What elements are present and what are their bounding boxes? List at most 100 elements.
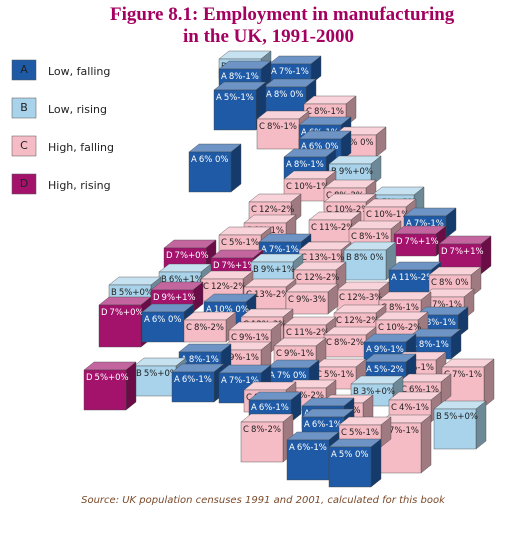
block-value: 8%-1% — [419, 340, 449, 350]
block-class: C — [401, 385, 407, 395]
block-class: D — [396, 237, 403, 247]
block-value: 7% 0% — [277, 371, 307, 381]
block-value: 5%-1% — [404, 363, 434, 373]
block-value: 6% 0% — [152, 315, 182, 325]
block-class: A — [271, 67, 277, 77]
block-front — [256, 118, 300, 150]
block-front — [171, 371, 215, 403]
block-value: 6%-1% — [182, 375, 212, 385]
legend-key: A — [20, 63, 28, 76]
block-class: A — [174, 375, 180, 385]
block-class: C — [243, 425, 249, 435]
block: B 5%+0% — [433, 400, 487, 450]
block-value: 10%-1% — [374, 210, 409, 220]
block-value: 8%-2% — [251, 425, 281, 435]
block-class: B — [346, 253, 352, 263]
block-value: 9%-1% — [374, 345, 404, 355]
block-class: A — [269, 371, 275, 381]
block-class: C — [311, 223, 317, 233]
block-value: 8%-1% — [426, 318, 456, 328]
block-value: 6%-1% — [297, 443, 327, 453]
block-value: 6%+1% — [169, 275, 203, 285]
title-line-1: Figure 8.1: Employment in manufacturing — [110, 4, 455, 25]
legend-swatch — [11, 135, 37, 157]
block-class: C — [366, 210, 372, 220]
block-class: B — [353, 387, 359, 397]
block-class: C — [378, 323, 384, 333]
block-side — [483, 358, 495, 408]
block-class: A — [261, 245, 267, 255]
block-label: C 9%-3% — [288, 295, 326, 305]
block-class: C — [391, 403, 397, 413]
block-front — [240, 421, 284, 463]
block-value: 7%+1% — [450, 247, 484, 257]
block-class: A — [406, 219, 412, 229]
block-label: A 6% 0% — [191, 155, 229, 165]
legend-item: D High, rising — [11, 173, 111, 195]
block-value: 11%-2% — [319, 223, 354, 233]
block-value: 6%-1% — [312, 420, 342, 430]
block-value: 13%-1% — [309, 253, 344, 263]
block-value: 5%+0% — [444, 412, 478, 422]
block-class: A — [206, 305, 212, 315]
block-value: 8%-1% — [314, 107, 344, 117]
block-label: D 7%+1% — [396, 237, 439, 247]
block-label: A 5%-2% — [366, 365, 404, 375]
block-label: C5%-1% — [316, 370, 354, 380]
block-label: D 7%+1% — [213, 261, 256, 271]
block-label: A8%-1% — [181, 355, 219, 365]
block-front — [188, 151, 232, 193]
block: A 6% 0% — [188, 143, 242, 193]
block-value: 8%-1% — [189, 355, 219, 365]
block-label: D 7%+0% — [101, 308, 144, 318]
block-value: 5%-1% — [224, 93, 254, 103]
block: A 5% 0% — [328, 438, 382, 488]
block-class: D — [166, 251, 173, 261]
block-value: 6% 0% — [199, 155, 229, 165]
legend-swatch — [11, 173, 37, 195]
block-class: A — [191, 155, 197, 165]
block-value: 9%+1% — [261, 265, 295, 275]
block-class: B — [111, 288, 117, 298]
block-label: D 7%+0% — [166, 251, 209, 261]
block-class: C — [431, 278, 437, 288]
block: C 9%-3% — [285, 283, 339, 315]
block-front — [133, 365, 177, 397]
block-value: 12%-2% — [211, 282, 246, 292]
block-front — [141, 311, 185, 343]
block-side — [420, 414, 432, 474]
block: C7%-1% — [378, 414, 432, 474]
block-value: 8%-1% — [229, 72, 259, 82]
block-value: 5% 0% — [339, 450, 369, 460]
legend-key: C — [20, 139, 28, 152]
block-value: 7%+0% — [110, 308, 144, 318]
block: B 8% 0% — [343, 241, 397, 281]
block-value: 4%-1% — [399, 403, 429, 413]
block-value: 8%-1% — [389, 303, 419, 313]
block-front — [328, 446, 372, 488]
block-value: 6%-2% — [294, 391, 324, 401]
block-class: C — [296, 273, 302, 283]
block-value: 7%-1% — [452, 370, 482, 380]
block-label: C 4%-1% — [391, 403, 429, 413]
block-value: 10%-2% — [334, 205, 369, 215]
block-label: C 13%-1% — [301, 253, 344, 263]
block-class: C — [288, 295, 294, 305]
block-value: 7%-1% — [279, 67, 309, 77]
source-note: Source: UK population censuses 1991 and … — [81, 495, 446, 506]
block-class: A — [304, 420, 310, 430]
block-label: C 10%-2% — [378, 323, 421, 333]
block-value: 6%-1% — [409, 385, 439, 395]
legend-label: High, falling — [48, 141, 114, 154]
block-label: B 5%+0% — [436, 412, 478, 422]
block-value: 5%+0% — [144, 369, 178, 379]
